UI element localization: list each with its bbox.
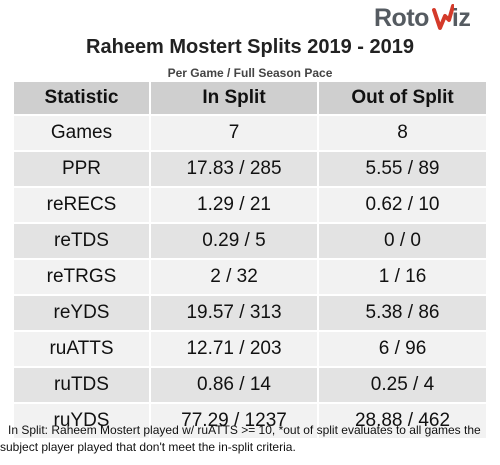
cell-out-of-split: 1 / 16 <box>318 258 486 295</box>
cell-statistic: Games <box>14 114 151 151</box>
table-row: reRECS 1.29 / 21 0.62 / 10 <box>14 186 486 223</box>
cell-statistic: reYDS <box>14 294 151 331</box>
cell-out-of-split: 28.88 / 462 <box>318 402 486 438</box>
cell-statistic: reTDS <box>14 222 151 259</box>
cell-in-split: 2 / 32 <box>150 258 319 295</box>
cell-statistic: ruTDS <box>14 366 151 403</box>
cell-out-of-split: 5.38 / 86 <box>318 294 486 331</box>
cell-out-of-split: 0.62 / 10 <box>318 186 486 223</box>
cell-in-split: 1.29 / 21 <box>150 186 319 223</box>
cell-in-split: 77.29 / 1237 <box>150 402 319 438</box>
logo-chart-mark-icon <box>432 4 454 30</box>
table-row: PPR 17.83 / 285 5.55 / 89 <box>14 150 486 187</box>
column-header-out-of-split: Out of Split <box>318 82 486 115</box>
cell-out-of-split: 0 / 0 <box>318 222 486 259</box>
splits-table: Statistic In Split Out of Split Games 7 8 PPR… <box>14 82 486 438</box>
footnote-line-2: subject player played that don't meet th… <box>0 440 296 454</box>
cell-statistic: PPR <box>14 150 151 187</box>
column-header-in-split: In Split <box>150 82 319 115</box>
cell-out-of-split: 6 / 96 <box>318 330 486 367</box>
chart-subtitle: Per Game / Full Season Pace <box>167 66 333 80</box>
column-header-statistic: Statistic <box>14 82 151 115</box>
logo-wordmark: Roto iz <box>374 4 471 32</box>
cell-statistic: reRECS <box>14 186 151 223</box>
rotoviz-logo: Roto iz <box>374 4 471 32</box>
logo-text-part1: Roto <box>374 4 429 32</box>
cell-out-of-split: 0.25 / 4 <box>318 366 486 403</box>
cell-out-of-split: 8 <box>318 114 486 151</box>
footnote-line-1: In Split: Raheem Mostert played w/ ruATT… <box>8 423 481 437</box>
cell-statistic: ruATTS <box>14 330 151 367</box>
table-row: reYDS 19.57 / 313 5.38 / 86 <box>14 294 486 331</box>
cell-in-split: 0.29 / 5 <box>150 222 319 259</box>
cell-statistic: ruYDS <box>14 402 151 438</box>
table-row: ruATTS 12.71 / 203 6 / 96 <box>14 330 486 367</box>
table-row: reTRGS 2 / 32 1 / 16 <box>14 258 486 295</box>
cell-in-split: 7 <box>150 114 319 151</box>
cell-out-of-split: 5.55 / 89 <box>318 150 486 187</box>
cell-in-split: 0.86 / 14 <box>150 366 319 403</box>
footnote: In Split: Raheem Mostert played w/ ruATT… <box>0 422 500 456</box>
logo-text-part2: iz <box>451 4 471 32</box>
table-row: Games 7 8 <box>14 114 486 151</box>
table-row: ruTDS 0.86 / 14 0.25 / 4 <box>14 366 486 403</box>
cell-in-split: 17.83 / 285 <box>150 150 319 187</box>
cell-in-split: 19.57 / 313 <box>150 294 319 331</box>
cell-in-split: 12.71 / 203 <box>150 330 319 367</box>
chart-title: Raheem Mostert Splits 2019 - 2019 <box>86 36 414 58</box>
table-row: ruYDS 77.29 / 1237 28.88 / 462 <box>14 402 486 438</box>
table-body: Games 7 8 PPR 17.83 / 285 5.55 / 89 reRECS 1.29… <box>14 114 486 438</box>
table-header-row: Statistic In Split Out of Split <box>14 82 486 115</box>
cell-statistic: reTRGS <box>14 258 151 295</box>
